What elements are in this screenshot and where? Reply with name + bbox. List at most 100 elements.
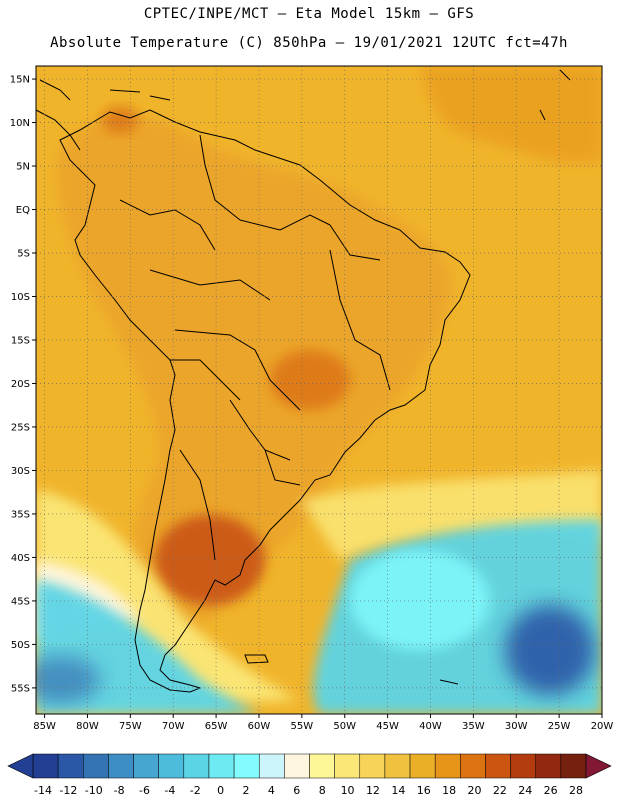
field-tropical-warm: [420, 66, 602, 163]
colorbar-high-arrow: [585, 753, 612, 779]
lon-label: 25W: [548, 721, 571, 732]
colorbar-label: 22: [493, 784, 507, 797]
colorbar-box: [560, 753, 587, 779]
lat-label: 40S: [11, 553, 30, 564]
colorbar-box: [57, 753, 84, 779]
colorbar-label: 28: [569, 784, 583, 797]
map-axis-labels: 15N 10N 5N EQ 5S 10S 15S 20S 25S 30S 35S 40S 45S 50S 5…: [10, 75, 614, 732]
lat-label: 20S: [11, 379, 30, 390]
field-cold-core: [505, 605, 595, 695]
colorbar-box: [208, 753, 235, 779]
lon-label: 70W: [162, 721, 185, 732]
field-cold-edge: [350, 550, 490, 650]
colorbar-label: 14: [391, 784, 405, 797]
colorbar-label: -2: [190, 784, 201, 797]
colorbar-box: [510, 753, 536, 779]
temperature-map: 15N 10N 5N EQ 5S 10S 15S 20S 25S 30S 35S 40S 45S 50S 5…: [10, 65, 614, 732]
field-hot-center-brazil: [270, 350, 350, 410]
colorbar-box: [460, 753, 486, 779]
lat-label: 25S: [11, 422, 30, 433]
falklands: [244, 654, 269, 664]
colorbar-box: [183, 753, 210, 779]
colorbar-box: [359, 753, 386, 779]
lat-label: 55S: [11, 683, 30, 694]
colorbar-low-arrow: [7, 753, 34, 779]
colorbar-box: [158, 753, 185, 779]
colorbar-label: 20: [467, 784, 481, 797]
south-georgia: [439, 679, 459, 685]
colorbar-label: 18: [442, 784, 456, 797]
lon-label: 30W: [505, 721, 528, 732]
colorbar-labels: -14 -12 -10 -8 -6 -4 -2 0 2 4 6 8 10 12 14 16 18 20 22 24 26…: [34, 784, 583, 797]
field-cold-core-sw: [36, 656, 100, 704]
colorbar-box: [384, 753, 411, 779]
colorbar-box: [409, 753, 436, 779]
colorbar-label: 4: [268, 784, 275, 797]
colorbar-boxes: [32, 753, 587, 779]
lat-label: 15N: [10, 75, 30, 86]
colorbar-box: [83, 753, 109, 779]
country-borders: [119, 134, 391, 561]
colorbar-label: -10: [85, 784, 103, 797]
lat-label: 50S: [11, 640, 30, 651]
lat-lon-gridlines: [36, 66, 602, 714]
colorbar-label: 10: [341, 784, 355, 797]
lat-label: 10N: [10, 118, 30, 129]
caribbean-islands: [109, 69, 571, 121]
lat-label: 45S: [11, 596, 30, 607]
colorbar-label: -6: [139, 784, 150, 797]
colorbar-label: 26: [544, 784, 558, 797]
map-title-line-2: Absolute Temperature (C) 850hPa – 19/01/…: [50, 35, 568, 51]
colorbar-label: 0: [217, 784, 224, 797]
colorbar-box: [32, 753, 59, 779]
colorbar-box: [434, 753, 461, 779]
lon-label: 55W: [291, 721, 314, 732]
colorbar-label: 24: [518, 784, 532, 797]
lon-label: 65W: [205, 721, 228, 732]
lat-label: 35S: [11, 509, 30, 520]
lat-label: EQ: [16, 205, 30, 216]
map-frame: [35, 65, 603, 715]
lon-label: 45W: [376, 721, 399, 732]
colorbar-label: -4: [164, 784, 175, 797]
lon-label: 75W: [119, 721, 142, 732]
colorbar-box: [108, 753, 134, 779]
field-yellow-band-east: [300, 470, 602, 560]
central-america-coast: [36, 79, 81, 151]
colorbar-box: [485, 753, 511, 779]
lat-label: 30S: [11, 466, 30, 477]
lon-label: 60W: [248, 721, 271, 732]
field-hot-andes-north: [102, 106, 138, 134]
colorbar-label: -14: [34, 784, 52, 797]
lat-label: 15S: [11, 335, 30, 346]
colorbar-box: [309, 753, 335, 779]
lon-label: 35W: [462, 721, 485, 732]
lat-label: 5S: [17, 249, 30, 260]
colorbar-box: [233, 753, 260, 779]
lon-label: 50W: [333, 721, 356, 732]
lat-label: 5N: [16, 162, 30, 173]
colorbar: -14 -12 -10 -8 -6 -4 -2 0 2 4 6 8 10 12 14 16 18 20 22 24 26…: [7, 753, 612, 797]
colorbar-label: 8: [319, 784, 326, 797]
field-land-warm: [57, 114, 452, 656]
field-hot-argentina: [155, 515, 265, 605]
lon-label: 80W: [76, 721, 99, 732]
colorbar-box: [133, 753, 159, 779]
colorbar-label: 12: [366, 784, 380, 797]
colorbar-box: [258, 753, 285, 779]
colorbar-label: -12: [59, 784, 77, 797]
colorbar-label: 2: [243, 784, 250, 797]
lat-label: 10S: [11, 292, 30, 303]
colorbar-box: [535, 753, 562, 779]
colorbar-label: 6: [293, 784, 300, 797]
map-title-line-1: CPTEC/INPE/MCT – Eta Model 15km – GFS: [143, 6, 475, 22]
lon-label: 85W: [33, 721, 56, 732]
temperature-field: [36, 66, 602, 714]
lon-label: 40W: [419, 721, 442, 732]
map-ticks: [32, 78, 603, 718]
colorbar-box: [334, 753, 361, 779]
colorbar-box: [284, 753, 310, 779]
colorbar-label: -8: [114, 784, 125, 797]
colorbar-label: 16: [417, 784, 431, 797]
lon-label: 20W: [591, 721, 614, 732]
